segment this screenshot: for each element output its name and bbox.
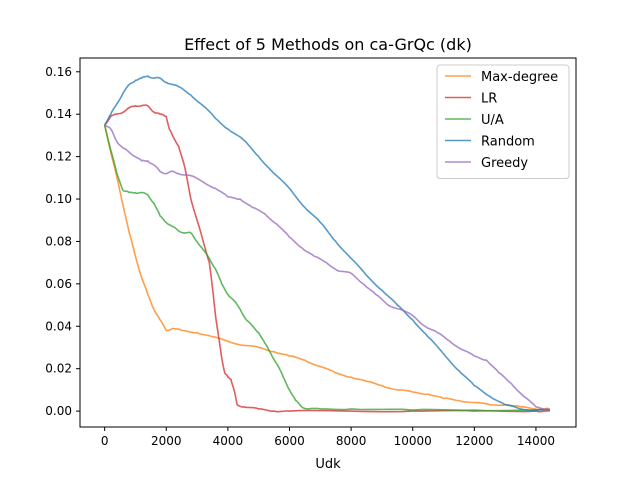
y-tick-label: 0.02 [45, 362, 72, 376]
y-tick-label: 0.08 [45, 234, 72, 248]
x-tick-label: 14000 [517, 434, 555, 448]
series-line-u-a [103, 124, 550, 412]
x-tick-label: 2000 [151, 434, 182, 448]
y-tick-label: 0.10 [45, 192, 72, 206]
legend-label: Random [481, 135, 535, 150]
legend-label: Greedy [481, 156, 528, 171]
series-line-lr [104, 104, 550, 413]
x-axis: 0 2000 4000 6000 8000 10000 12000 14000 [101, 427, 555, 448]
y-axis: 0.00 0.02 0.04 0.06 0.08 0.10 0.12 0.14 0.16 [45, 65, 80, 418]
series-line-max-degree [103, 124, 551, 411]
series-line-random [104, 75, 551, 412]
legend: Max-degree LR U/A Random Greedy [436, 64, 570, 179]
x-tick-label: 6000 [274, 434, 305, 448]
x-tick-label: 0 [101, 434, 109, 448]
x-tick-label: 8000 [336, 434, 367, 448]
y-tick-label: 0.04 [45, 319, 72, 333]
x-tick-label: 12000 [455, 434, 493, 448]
y-tick-label: 0.16 [45, 65, 72, 79]
x-tick-label: 4000 [213, 434, 244, 448]
y-tick-label: 0.14 [45, 107, 72, 121]
plot-area [103, 75, 551, 413]
legend-box [436, 64, 570, 179]
legend-label: U/A [481, 113, 504, 128]
legend-label: LR [481, 92, 497, 107]
y-tick-label: 0.00 [45, 404, 72, 418]
x-axis-label: Udk [315, 457, 341, 472]
chart-title: Effect of 5 Methods on ca-GrQc (dk) [184, 35, 472, 54]
y-tick-label: 0.12 [45, 150, 72, 164]
axes-frame [79, 57, 577, 428]
series-line-greedy [104, 124, 550, 411]
x-tick-label: 10000 [394, 434, 432, 448]
legend-label: Max-degree [481, 70, 558, 85]
y-tick-label: 0.06 [45, 277, 72, 291]
